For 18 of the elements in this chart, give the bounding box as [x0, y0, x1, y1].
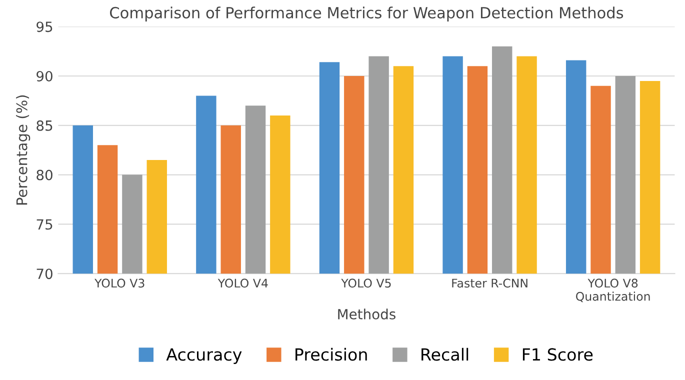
- y-tick-label: 80: [36, 170, 52, 180]
- legend-label: F1 Score: [522, 348, 593, 361]
- y-axis-title: Percentage (%): [16, 95, 30, 205]
- x-tick-label: YOLO V8 Quantization: [576, 278, 650, 302]
- legend-label: Recall: [422, 348, 468, 361]
- y-tick-label: 70: [36, 268, 52, 280]
- x-tick-label: Faster R-CNN: [452, 278, 528, 288]
- y-tick-label: 90: [36, 70, 52, 82]
- x-tick-label: YOLO V5: [341, 278, 391, 288]
- x-tick-label: YOLO V3: [94, 278, 144, 288]
- y-tick-label: 75: [36, 219, 52, 230]
- chart-title: Comparison of Performance Metrics for Weapon Detection Methods: [110, 6, 624, 22]
- legend-label: Precision: [296, 348, 367, 361]
- x-axis-title: Methods: [338, 308, 396, 320]
- y-tick-label: 95: [36, 22, 52, 32]
- y-tick-label: 85: [36, 120, 52, 131]
- legend-label: Accuracy: [166, 348, 242, 364]
- x-tick-label: YOLO V4: [218, 278, 268, 288]
